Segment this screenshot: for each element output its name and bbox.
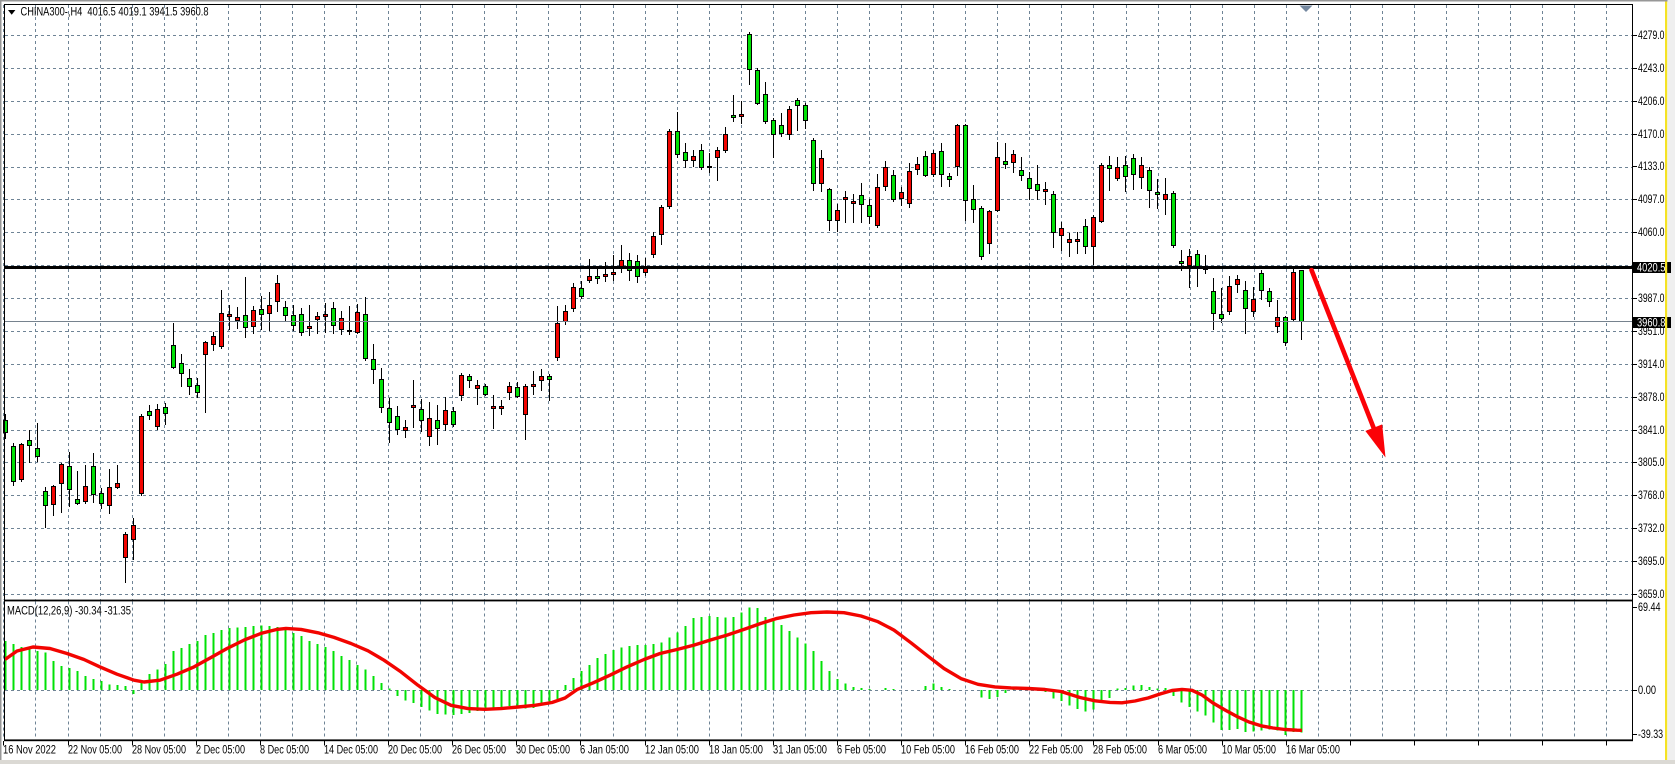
svg-text:69.44: 69.44 (1638, 602, 1661, 614)
svg-text:8 Dec 05:00: 8 Dec 05:00 (260, 745, 309, 757)
svg-text:4279.0: 4279.0 (1638, 30, 1665, 42)
svg-text:28 Nov 05:00: 28 Nov 05:00 (132, 745, 186, 757)
svg-text:-39.33: -39.33 (1638, 729, 1663, 741)
svg-text:6 Jan 05:00: 6 Jan 05:00 (580, 745, 629, 757)
svg-text:4133.0: 4133.0 (1638, 161, 1665, 173)
svg-text:10 Feb 05:00: 10 Feb 05:00 (901, 745, 955, 757)
svg-text:6 Feb 05:00: 6 Feb 05:00 (837, 745, 886, 757)
svg-text:3732.0: 3732.0 (1638, 523, 1665, 535)
svg-text:16 Mar 05:00: 16 Mar 05:00 (1286, 745, 1340, 757)
svg-text:31 Jan 05:00: 31 Jan 05:00 (773, 745, 827, 757)
svg-text:3960.8: 3960.8 (1637, 318, 1666, 330)
svg-text:2 Dec 05:00: 2 Dec 05:00 (196, 745, 245, 757)
svg-text:22 Feb 05:00: 22 Feb 05:00 (1029, 745, 1083, 757)
svg-text:3914.0: 3914.0 (1638, 359, 1665, 371)
svg-text:4097.0: 4097.0 (1638, 194, 1665, 206)
svg-text:4170.0: 4170.0 (1638, 129, 1665, 141)
svg-text:16 Feb 05:00: 16 Feb 05:00 (965, 745, 1019, 757)
svg-text:30 Dec 05:00: 30 Dec 05:00 (516, 745, 570, 757)
svg-text:22 Nov 05:00: 22 Nov 05:00 (68, 745, 122, 757)
svg-text:3805.0: 3805.0 (1638, 457, 1665, 469)
svg-text:CHINA300-,H4 4016.5 4019.1 39: CHINA300-,H4 4016.5 4019.1 3941.5 3960.8 (21, 7, 209, 19)
svg-text:6 Mar 05:00: 6 Mar 05:00 (1158, 745, 1207, 757)
svg-text:12 Jan 05:00: 12 Jan 05:00 (645, 745, 699, 757)
svg-text:20 Dec 05:00: 20 Dec 05:00 (388, 745, 442, 757)
svg-text:18 Jan 05:00: 18 Jan 05:00 (709, 745, 763, 757)
svg-text:3659.0: 3659.0 (1638, 589, 1665, 601)
svg-text:3695.0: 3695.0 (1638, 556, 1665, 568)
svg-text:26 Dec 05:00: 26 Dec 05:00 (452, 745, 506, 757)
svg-text:MACD(12,26,9) -30.34 -31.35: MACD(12,26,9) -30.34 -31.35 (7, 606, 131, 618)
svg-text:4243.0: 4243.0 (1638, 63, 1665, 75)
svg-text:28 Feb 05:00: 28 Feb 05:00 (1093, 745, 1147, 757)
svg-text:0.00: 0.00 (1638, 685, 1656, 697)
svg-text:14 Dec 05:00: 14 Dec 05:00 (324, 745, 378, 757)
svg-text:16 Nov 2022: 16 Nov 2022 (3, 745, 56, 757)
svg-text:3841.0: 3841.0 (1638, 425, 1665, 437)
svg-text:10 Mar 05:00: 10 Mar 05:00 (1222, 745, 1276, 757)
svg-text:4060.0: 4060.0 (1638, 227, 1665, 239)
svg-text:3768.0: 3768.0 (1638, 490, 1665, 502)
svg-text:3987.0: 3987.0 (1638, 293, 1665, 305)
svg-text:3878.0: 3878.0 (1638, 392, 1665, 404)
svg-text:4020.5: 4020.5 (1637, 263, 1666, 275)
svg-text:4206.0: 4206.0 (1638, 96, 1665, 108)
